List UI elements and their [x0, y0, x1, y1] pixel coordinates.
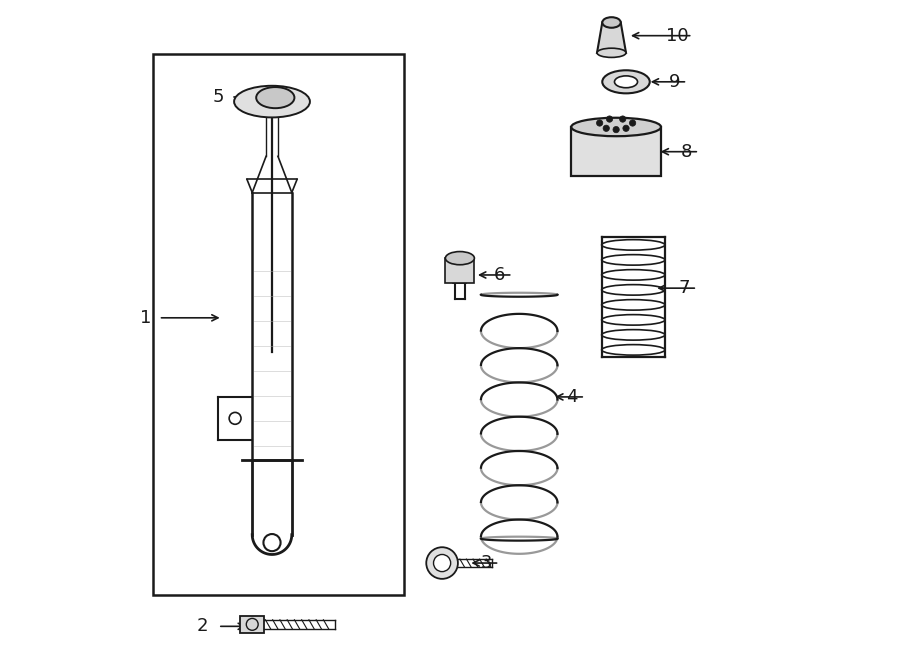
Text: 4: 4	[566, 388, 578, 406]
Circle shape	[247, 618, 258, 630]
Ellipse shape	[615, 76, 637, 88]
Ellipse shape	[597, 48, 626, 58]
Circle shape	[603, 125, 609, 132]
Circle shape	[613, 126, 619, 133]
Text: 6: 6	[494, 266, 505, 284]
Bar	[240, 616, 264, 633]
Circle shape	[264, 534, 281, 551]
Text: 9: 9	[669, 73, 680, 91]
Bar	[153, 54, 404, 594]
Ellipse shape	[602, 17, 621, 28]
Circle shape	[623, 125, 629, 132]
Circle shape	[230, 412, 241, 424]
Text: 1: 1	[140, 308, 151, 327]
Bar	[572, 127, 661, 176]
Ellipse shape	[234, 86, 310, 117]
Polygon shape	[597, 23, 626, 53]
Ellipse shape	[602, 70, 650, 93]
Circle shape	[434, 555, 451, 571]
Circle shape	[597, 120, 603, 126]
Circle shape	[427, 547, 458, 579]
Text: 8: 8	[680, 143, 692, 161]
Circle shape	[619, 116, 625, 122]
Text: 2: 2	[197, 618, 209, 636]
Ellipse shape	[572, 118, 661, 136]
Circle shape	[607, 116, 613, 122]
Text: 10: 10	[666, 26, 688, 44]
Circle shape	[629, 120, 635, 126]
Bar	[446, 258, 474, 283]
Text: 7: 7	[679, 279, 689, 297]
Text: 5: 5	[212, 88, 224, 106]
Ellipse shape	[256, 87, 294, 108]
Text: 3: 3	[481, 554, 492, 572]
Ellipse shape	[446, 252, 474, 265]
